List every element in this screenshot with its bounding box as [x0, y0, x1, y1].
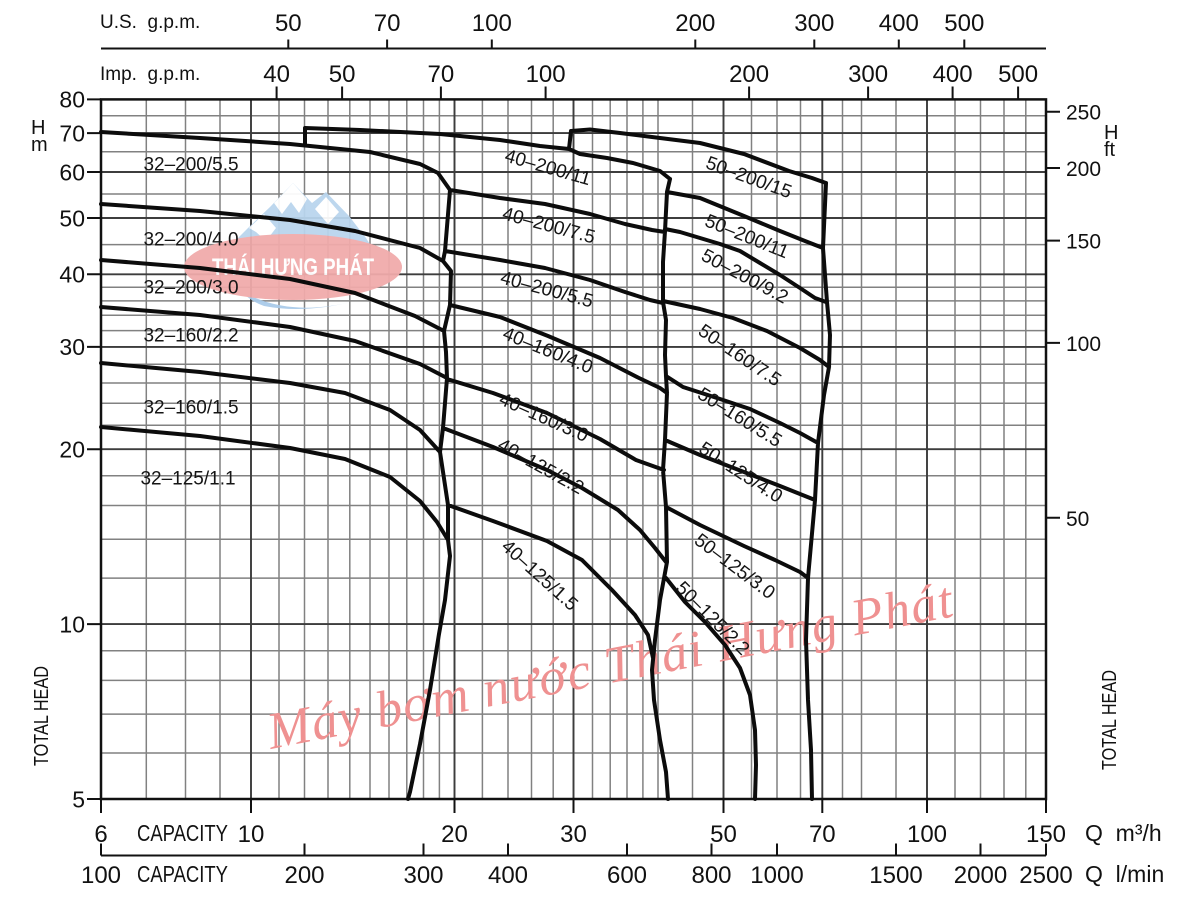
svg-text:2000: 2000	[954, 862, 1007, 889]
svg-text:70: 70	[374, 10, 401, 37]
svg-text:H: H	[1104, 122, 1118, 144]
svg-text:50: 50	[1066, 508, 1089, 531]
svg-text:30: 30	[560, 821, 587, 848]
svg-text:30: 30	[59, 334, 85, 360]
svg-text:500: 500	[944, 10, 984, 37]
svg-text:200: 200	[675, 10, 715, 37]
svg-text:50: 50	[329, 61, 356, 88]
svg-text:5: 5	[72, 786, 85, 812]
svg-text:150: 150	[1066, 231, 1101, 254]
svg-text:300: 300	[794, 10, 834, 37]
svg-text:50: 50	[710, 821, 737, 848]
svg-text:100: 100	[472, 10, 512, 37]
svg-text:m: m	[31, 134, 48, 156]
svg-text:U.S. g.p.m.: U.S. g.p.m.	[100, 12, 200, 33]
svg-text:50: 50	[59, 205, 85, 231]
svg-text:Q m³/h: Q m³/h	[1085, 820, 1162, 846]
svg-text:200: 200	[729, 61, 769, 88]
svg-text:32–125/1.1: 32–125/1.1	[140, 469, 235, 490]
svg-text:10: 10	[59, 611, 85, 637]
svg-text:ft: ft	[1104, 139, 1116, 161]
svg-text:20: 20	[441, 821, 468, 848]
svg-text:32–200/3.0: 32–200/3.0	[143, 278, 238, 299]
svg-text:32–200/5.5: 32–200/5.5	[143, 155, 238, 176]
svg-text:300: 300	[848, 61, 888, 88]
svg-text:70: 70	[809, 821, 836, 848]
svg-text:100: 100	[1066, 333, 1101, 356]
svg-text:H: H	[31, 117, 45, 139]
svg-text:50: 50	[275, 10, 302, 37]
svg-text:1500: 1500	[869, 862, 922, 889]
svg-text:Imp. g.p.m.: Imp. g.p.m.	[100, 64, 200, 85]
svg-text:600: 600	[607, 862, 647, 889]
svg-text:500: 500	[998, 61, 1038, 88]
svg-text:THÁI HƯNG PHÁT: THÁI HƯNG PHÁT	[212, 253, 374, 281]
svg-text:1000: 1000	[750, 862, 803, 889]
svg-text:10: 10	[238, 821, 265, 848]
svg-text:400: 400	[488, 862, 528, 889]
svg-text:32–200/4.0: 32–200/4.0	[143, 230, 238, 251]
svg-text:300: 300	[403, 862, 443, 889]
svg-text:2500: 2500	[1019, 862, 1072, 889]
svg-text:80: 80	[59, 87, 85, 113]
svg-text:TOTAL HEAD: TOTAL HEAD	[1099, 670, 1121, 770]
svg-text:200: 200	[284, 862, 324, 889]
svg-text:800: 800	[691, 862, 731, 889]
svg-text:Q l/min: Q l/min	[1085, 861, 1164, 887]
svg-text:100: 100	[907, 821, 947, 848]
svg-text:40: 40	[59, 262, 85, 288]
svg-text:400: 400	[879, 10, 919, 37]
svg-text:TOTAL HEAD: TOTAL HEAD	[31, 666, 53, 766]
svg-text:60: 60	[59, 159, 85, 185]
svg-text:250: 250	[1066, 102, 1101, 125]
svg-text:20: 20	[59, 437, 85, 463]
svg-text:200: 200	[1066, 158, 1101, 181]
svg-text:100: 100	[526, 61, 566, 88]
svg-text:100: 100	[81, 862, 121, 889]
svg-text:CAPACITY: CAPACITY	[137, 820, 228, 846]
svg-text:40: 40	[263, 61, 290, 88]
svg-text:70: 70	[428, 61, 455, 88]
svg-text:6: 6	[94, 821, 107, 848]
svg-text:400: 400	[933, 61, 973, 88]
svg-text:CAPACITY: CAPACITY	[137, 861, 228, 887]
svg-text:70: 70	[59, 120, 85, 146]
svg-text:32–160/2.2: 32–160/2.2	[143, 326, 238, 347]
svg-text:32–160/1.5: 32–160/1.5	[143, 398, 238, 419]
